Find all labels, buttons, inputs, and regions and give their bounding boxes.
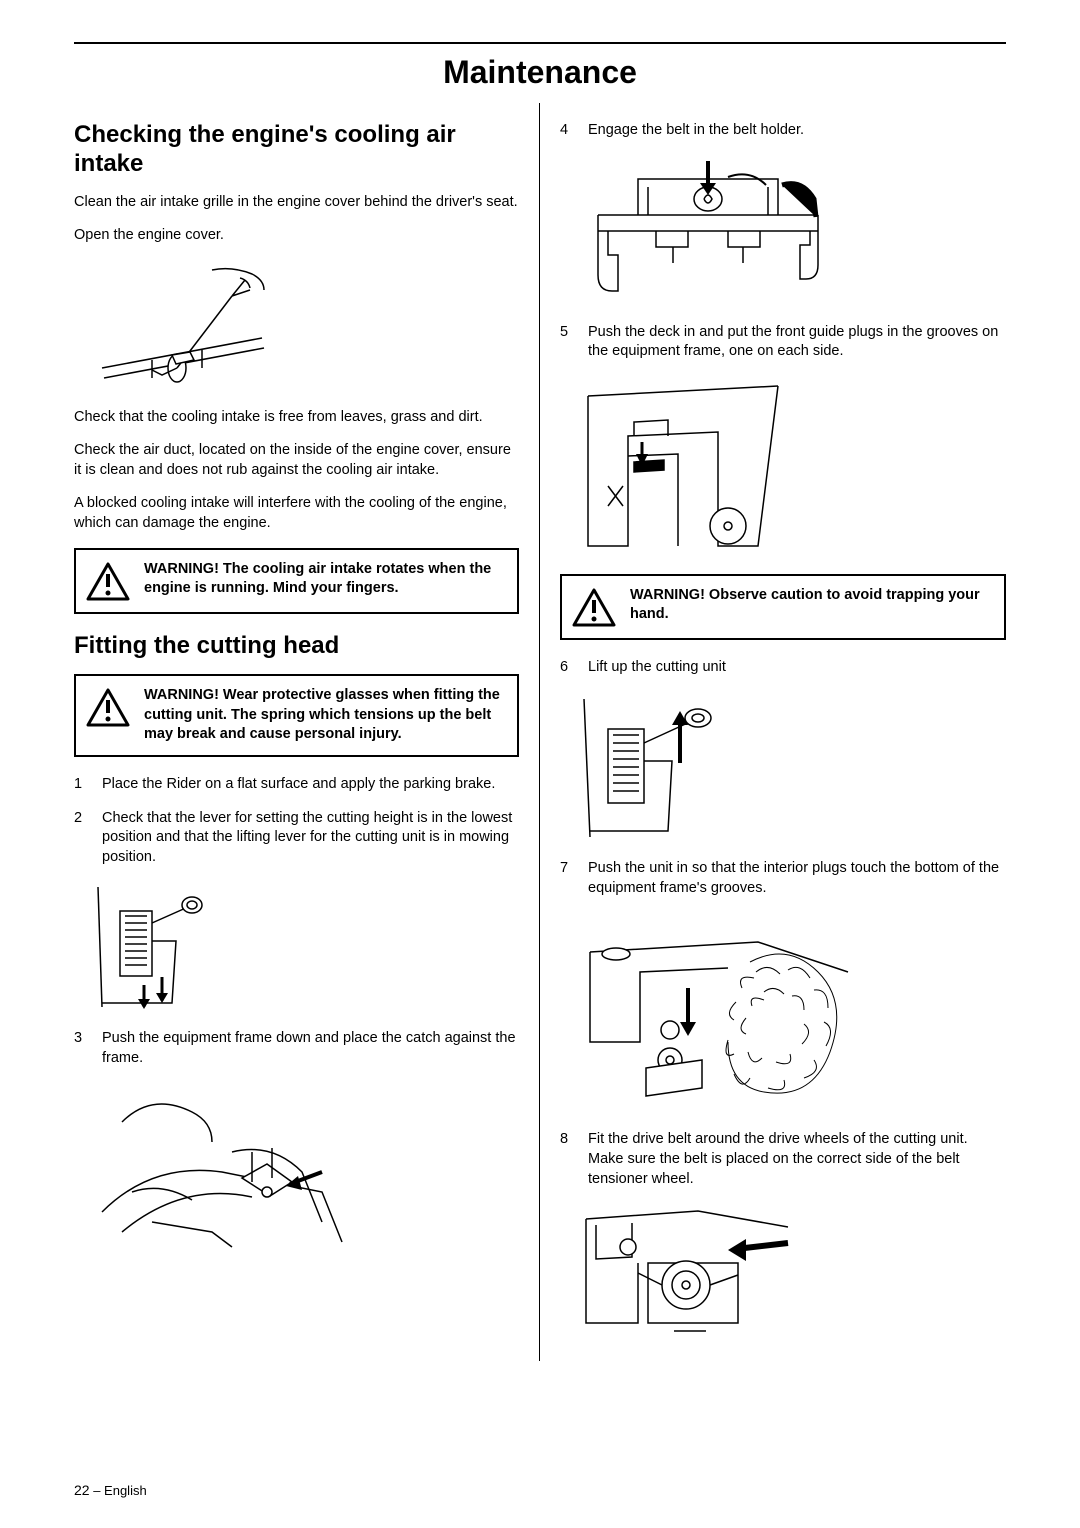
para-clean-grille: Clean the air intake grille in the engin… — [74, 193, 519, 213]
left-column: Checking the engine's cooling air intake… — [74, 103, 540, 1361]
para-check-duct: Check the air duct, located on the insid… — [74, 441, 519, 480]
warning-icon — [86, 562, 130, 602]
figure-engine-cover-open — [92, 260, 519, 390]
step-number: 1 — [74, 775, 88, 795]
step-text: Lift up the cutting unit — [588, 658, 726, 678]
page-title: Maintenance — [74, 42, 1006, 91]
figure-interior-plugs — [578, 912, 1006, 1112]
figure-drive-belt — [578, 1203, 1006, 1343]
step-2: 2 Check that the lever for setting the c… — [74, 809, 519, 868]
warning-protective-glasses: WARNING! Wear protective glasses when fi… — [74, 674, 519, 757]
step-text: Push the unit in so that the interior pl… — [588, 859, 1006, 898]
page-number: 22 — [74, 1482, 90, 1498]
para-blocked-intake: A blocked cooling intake will interfere … — [74, 494, 519, 533]
step-number: 3 — [74, 1029, 88, 1068]
step-3: 3 Push the equipment frame down and plac… — [74, 1029, 519, 1068]
right-column: 4 Engage the belt in the belt holder. — [540, 103, 1006, 1361]
step-1: 1 Place the Rider on a flat surface and … — [74, 775, 519, 795]
warning-trapping-hand: WARNING! Observe caution to avoid trappi… — [560, 574, 1006, 640]
step-8: 8 Fit the drive belt around the drive wh… — [560, 1130, 1006, 1189]
step-number: 5 — [560, 323, 574, 362]
heading-fitting-cutting-head: Fitting the cutting head — [74, 632, 519, 661]
step-number: 2 — [74, 809, 88, 868]
content-columns: Checking the engine's cooling air intake… — [74, 103, 1006, 1361]
figure-lever-position — [92, 881, 519, 1011]
step-text: Fit the drive belt around the drive whee… — [588, 1130, 1006, 1189]
step-7: 7 Push the unit in so that the interior … — [560, 859, 1006, 898]
para-open-cover: Open the engine cover. — [74, 226, 519, 246]
step-text: Place the Rider on a flat surface and ap… — [102, 775, 495, 795]
step-number: 7 — [560, 859, 574, 898]
step-5: 5 Push the deck in and put the front gui… — [560, 323, 1006, 362]
footer-sep: – — [90, 1483, 104, 1498]
warning-rotating-intake: WARNING! The cooling air intake rotates … — [74, 548, 519, 614]
step-text: Push the equipment frame down and place … — [102, 1029, 519, 1068]
warning-icon — [572, 588, 616, 628]
figure-lift-unit — [578, 691, 1006, 841]
step-text: Push the deck in and put the front guide… — [588, 323, 1006, 362]
para-check-intake: Check that the cooling intake is free fr… — [74, 408, 519, 428]
step-6: 6 Lift up the cutting unit — [560, 658, 1006, 678]
footer-language: English — [104, 1483, 147, 1498]
step-number: 6 — [560, 658, 574, 678]
heading-cooling-air: Checking the engine's cooling air intake — [74, 121, 519, 179]
warning-text: WARNING! The cooling air intake rotates … — [144, 560, 505, 599]
step-number: 4 — [560, 121, 574, 141]
figure-equipment-frame — [92, 1082, 519, 1252]
warning-icon — [86, 688, 130, 728]
page-footer: 22 – English — [74, 1482, 147, 1498]
figure-belt-holder — [578, 155, 1006, 305]
step-4: 4 Engage the belt in the belt holder. — [560, 121, 1006, 141]
step-number: 8 — [560, 1130, 574, 1189]
warning-text: WARNING! Observe caution to avoid trappi… — [630, 586, 992, 625]
warning-text: WARNING! Wear protective glasses when fi… — [144, 686, 505, 745]
step-text: Check that the lever for setting the cut… — [102, 809, 519, 868]
step-text: Engage the belt in the belt holder. — [588, 121, 804, 141]
figure-guide-plugs — [578, 376, 1006, 556]
